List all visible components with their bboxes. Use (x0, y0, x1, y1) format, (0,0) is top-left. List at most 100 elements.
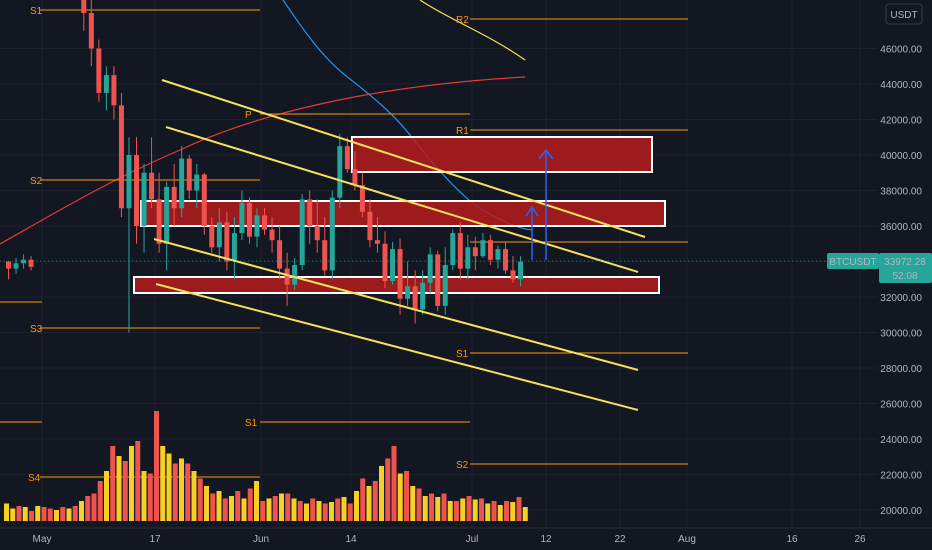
candle-body (405, 286, 411, 299)
volume-bar (322, 503, 328, 521)
x-ticks: May 17 Jun 14 Jul 12 22 Aug 16 26 (33, 534, 866, 545)
candle-body (21, 259, 27, 264)
candle-body (103, 75, 109, 93)
candle-body (374, 240, 380, 244)
candle-body (186, 158, 192, 191)
volume-bar (104, 471, 109, 521)
volume-bar (91, 493, 97, 521)
currency-box[interactable] (885, 3, 923, 25)
pivot-label: S2 (30, 176, 43, 187)
candle-body (246, 202, 252, 237)
time-axis[interactable] (0, 527, 932, 550)
candle-body (88, 13, 94, 49)
channel-lines[interactable] (153, 79, 646, 411)
candle-body (382, 243, 388, 282)
volume-bar (160, 446, 166, 521)
volume-bar (272, 496, 278, 521)
pivot-label: P (245, 110, 252, 121)
y-tick-label: 26000.00 (880, 400, 922, 411)
x-tick-label: 14 (345, 534, 357, 545)
volume-bar (66, 508, 72, 521)
target-arrows[interactable] (525, 148, 554, 260)
volume-bar (222, 498, 228, 521)
volume-bar (297, 501, 303, 521)
candle-body (118, 105, 124, 209)
x-tick-label: Aug (678, 534, 696, 545)
symbol-label: BTCUSDT (829, 257, 876, 268)
candle-body (111, 75, 117, 106)
pivot-levels: S1 R2 P R1 S2 S3 S1 S1 S2 S4 (0, 6, 688, 484)
y-tick-label: 36000.00 (880, 222, 922, 233)
candle-body (420, 282, 426, 310)
x-tick-label: 26 (854, 534, 866, 545)
volume-bar (229, 496, 234, 521)
volume-bar (291, 498, 297, 521)
volume-bar (429, 493, 434, 521)
volume-bar (522, 507, 528, 521)
channel-line[interactable] (153, 238, 639, 371)
pivot-label: S1 (456, 349, 469, 360)
arrow-head[interactable] (538, 148, 554, 160)
volume-bar (510, 502, 516, 521)
y-tick-label: 24000.00 (880, 435, 922, 446)
support-zone[interactable] (133, 276, 660, 294)
candle-body (216, 222, 222, 248)
volume-bar (260, 501, 266, 521)
volume-bar (85, 496, 91, 521)
candle-body (149, 172, 155, 200)
volume-bar (72, 506, 78, 521)
candle-body (352, 169, 358, 186)
pivot-label: S2 (456, 460, 469, 471)
volume-bar (485, 503, 491, 521)
candle-body (284, 268, 290, 285)
volume-bar (329, 502, 334, 521)
ma-red-line (0, 76, 526, 245)
volume-bar (197, 478, 203, 521)
channel-line[interactable] (161, 79, 646, 238)
volume-bar (4, 503, 9, 521)
arrow-head[interactable] (525, 205, 539, 217)
volume-bar (141, 471, 147, 521)
candle-body (277, 240, 283, 269)
volume-bar (341, 497, 347, 521)
candle-body (299, 199, 305, 266)
candle-body (164, 186, 170, 244)
candle-body (254, 215, 260, 237)
resistance-zone-middle[interactable] (140, 200, 666, 227)
volume-bar (172, 463, 178, 521)
volume-bar (254, 481, 259, 521)
candle-body (209, 226, 215, 248)
candle-body (337, 146, 343, 198)
countdown-label: 52:08 (892, 271, 917, 282)
volume-bar (435, 497, 441, 521)
volume-bar (347, 503, 353, 521)
volume-bar (379, 466, 384, 521)
x-tick-label: Jul (466, 534, 479, 545)
symbol-badge[interactable] (827, 253, 879, 269)
currency-label: USDT (890, 10, 917, 21)
candle-body (292, 265, 298, 285)
channel-line[interactable] (165, 126, 639, 273)
candle-body (390, 249, 396, 282)
resistance-zone-upper[interactable] (351, 136, 653, 173)
volume-bar (179, 458, 184, 521)
volume-bar (135, 441, 141, 521)
y-tick-label: 30000.00 (880, 329, 922, 340)
volume-bar (479, 498, 484, 521)
zones[interactable] (133, 136, 666, 294)
volume-bar (216, 491, 222, 521)
channel-line[interactable] (155, 283, 639, 411)
volume-bar (441, 493, 447, 521)
volume-bar (35, 506, 41, 521)
volume-bar (316, 501, 322, 521)
candle-body (502, 249, 508, 271)
candle-body (397, 249, 403, 299)
volume-bar (516, 497, 522, 521)
candle-body (307, 199, 313, 226)
y-tick-label: 20000.00 (880, 506, 922, 517)
y-tick-label: 44000.00 (880, 80, 922, 91)
pivot-label: R1 (456, 126, 469, 137)
price-badge[interactable] (879, 253, 932, 283)
pivot-label: S4 (28, 473, 41, 484)
